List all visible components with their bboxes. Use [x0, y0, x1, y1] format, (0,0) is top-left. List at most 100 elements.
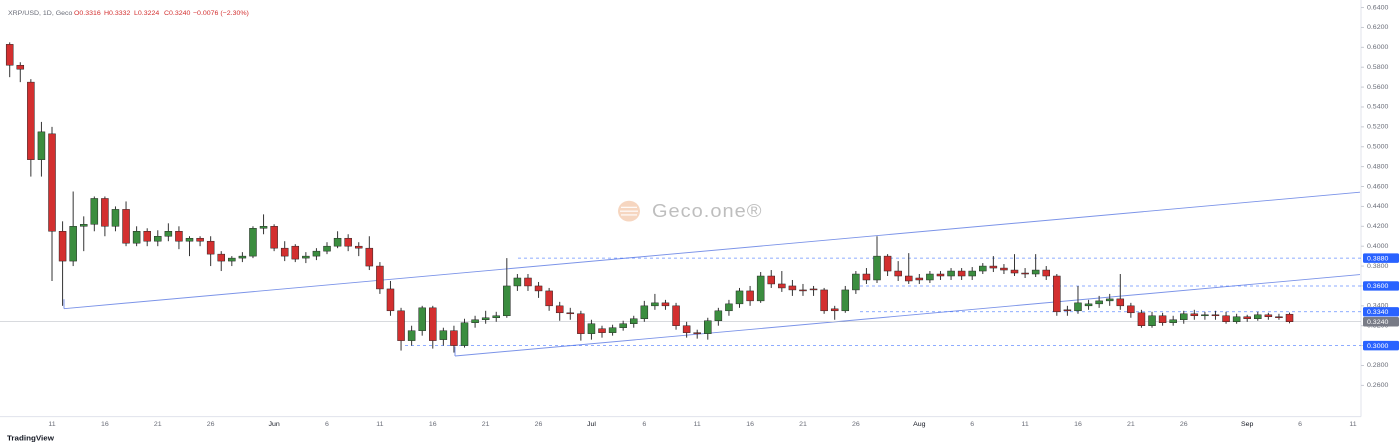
- candle-body: [968, 270, 976, 277]
- candle-body: [756, 275, 765, 302]
- candle-body: [1201, 314, 1209, 317]
- candle-body: [746, 290, 754, 302]
- candle-body: [185, 237, 194, 242]
- x-tick-label: 6: [1298, 421, 1302, 428]
- candle-body: [492, 315, 500, 319]
- candle-body: [270, 226, 278, 249]
- candle-body: [767, 275, 775, 285]
- candle-body: [79, 224, 88, 227]
- y-tick-label: 0.5000: [1367, 144, 1389, 151]
- candle-body: [429, 307, 437, 341]
- candle-body: [1254, 314, 1262, 319]
- candle-body: [5, 44, 14, 66]
- candle-body: [651, 302, 659, 307]
- candle-body: [841, 289, 850, 312]
- level-box: [1363, 340, 1399, 351]
- candle-body: [1053, 275, 1061, 313]
- candle-body: [122, 209, 130, 244]
- candle-body: [619, 323, 627, 328]
- footer-logo: TradingView: [7, 434, 55, 443]
- candle-body: [1095, 300, 1103, 305]
- candle-body: [820, 289, 828, 312]
- candle-body: [883, 255, 892, 272]
- candle-body: [460, 322, 469, 346]
- candle-body: [587, 323, 596, 334]
- y-tick-label: 0.2800: [1367, 362, 1389, 369]
- candle-body: [1000, 267, 1008, 271]
- candle-body: [894, 270, 902, 277]
- legend-low: L0.3224: [134, 10, 159, 17]
- x-tick-label: 21: [482, 421, 490, 428]
- candle-body: [534, 285, 543, 292]
- y-tick-label: 0.4600: [1367, 183, 1389, 190]
- y-tick-label: 0.4400: [1367, 203, 1389, 210]
- candle-body: [354, 245, 363, 249]
- candle-body: [788, 285, 797, 291]
- candle-body: [608, 327, 617, 333]
- candle-body: [37, 131, 46, 160]
- x-tick-label: 26: [535, 421, 543, 428]
- candle-body: [439, 330, 448, 340]
- candle-body: [1243, 316, 1251, 319]
- level-label: 0.3000: [1367, 343, 1389, 350]
- watermark-text: Geco.one®: [652, 201, 762, 222]
- x-tick-label: 6: [642, 421, 646, 428]
- candle-body: [1264, 314, 1273, 318]
- candle-body: [48, 133, 56, 232]
- candle-body: [365, 247, 374, 267]
- y-tick-label: 0.4000: [1367, 243, 1389, 250]
- candle-body: [1042, 269, 1050, 277]
- level-box: [1363, 253, 1399, 263]
- y-tick-label: 0.4800: [1367, 164, 1389, 171]
- candle-body: [333, 237, 342, 247]
- x-tick-label: 16: [101, 421, 109, 428]
- candle-body: [503, 285, 511, 317]
- y-tick-label: 0.5600: [1367, 84, 1389, 91]
- candle-body: [1158, 315, 1167, 323]
- x-tick-label: 26: [1180, 421, 1188, 428]
- legend-close: C0.3240: [164, 10, 191, 17]
- candle-body: [852, 273, 860, 291]
- x-tick-label: 21: [154, 421, 162, 428]
- level-box: [1363, 307, 1399, 317]
- candle-body: [1084, 303, 1093, 307]
- candle-body: [175, 231, 183, 242]
- candle-body: [1010, 269, 1019, 274]
- candle-body: [249, 228, 257, 257]
- candle-body: [1285, 313, 1294, 322]
- candle-body: [450, 330, 458, 346]
- y-tick-label: 0.6200: [1367, 24, 1389, 31]
- x-tick-label: 11: [48, 421, 55, 428]
- candle-body: [312, 250, 321, 257]
- candle-body: [471, 319, 479, 323]
- candle-body: [132, 231, 141, 244]
- candle-body: [58, 231, 67, 262]
- candle-body: [661, 302, 670, 307]
- y-tick-label: 0.5200: [1367, 124, 1389, 131]
- candle-body: [164, 231, 173, 237]
- candle-body: [513, 277, 522, 287]
- candle-body: [418, 307, 426, 331]
- candle-body: [228, 257, 236, 262]
- y-tick-label: 0.3400: [1367, 303, 1389, 310]
- x-tick-label: 16: [746, 421, 754, 428]
- candle-body: [143, 231, 151, 242]
- candle-body: [555, 305, 564, 314]
- candle-body: [524, 277, 532, 287]
- candle-body: [714, 310, 723, 321]
- candle-body: [196, 237, 204, 242]
- candle-body: [481, 317, 490, 320]
- y-tick-label: 0.6000: [1367, 44, 1389, 51]
- candle-body: [407, 330, 416, 341]
- x-tick-label: 26: [207, 421, 215, 428]
- candle-body: [598, 328, 606, 333]
- candle-body: [206, 240, 215, 255]
- y-tick-label: 0.5800: [1367, 64, 1389, 71]
- legend-change: −0.0076 (−2.30%): [193, 10, 249, 17]
- candle-body: [1222, 315, 1230, 322]
- legend-high: H0.3332: [104, 10, 131, 17]
- candle-body: [947, 270, 955, 277]
